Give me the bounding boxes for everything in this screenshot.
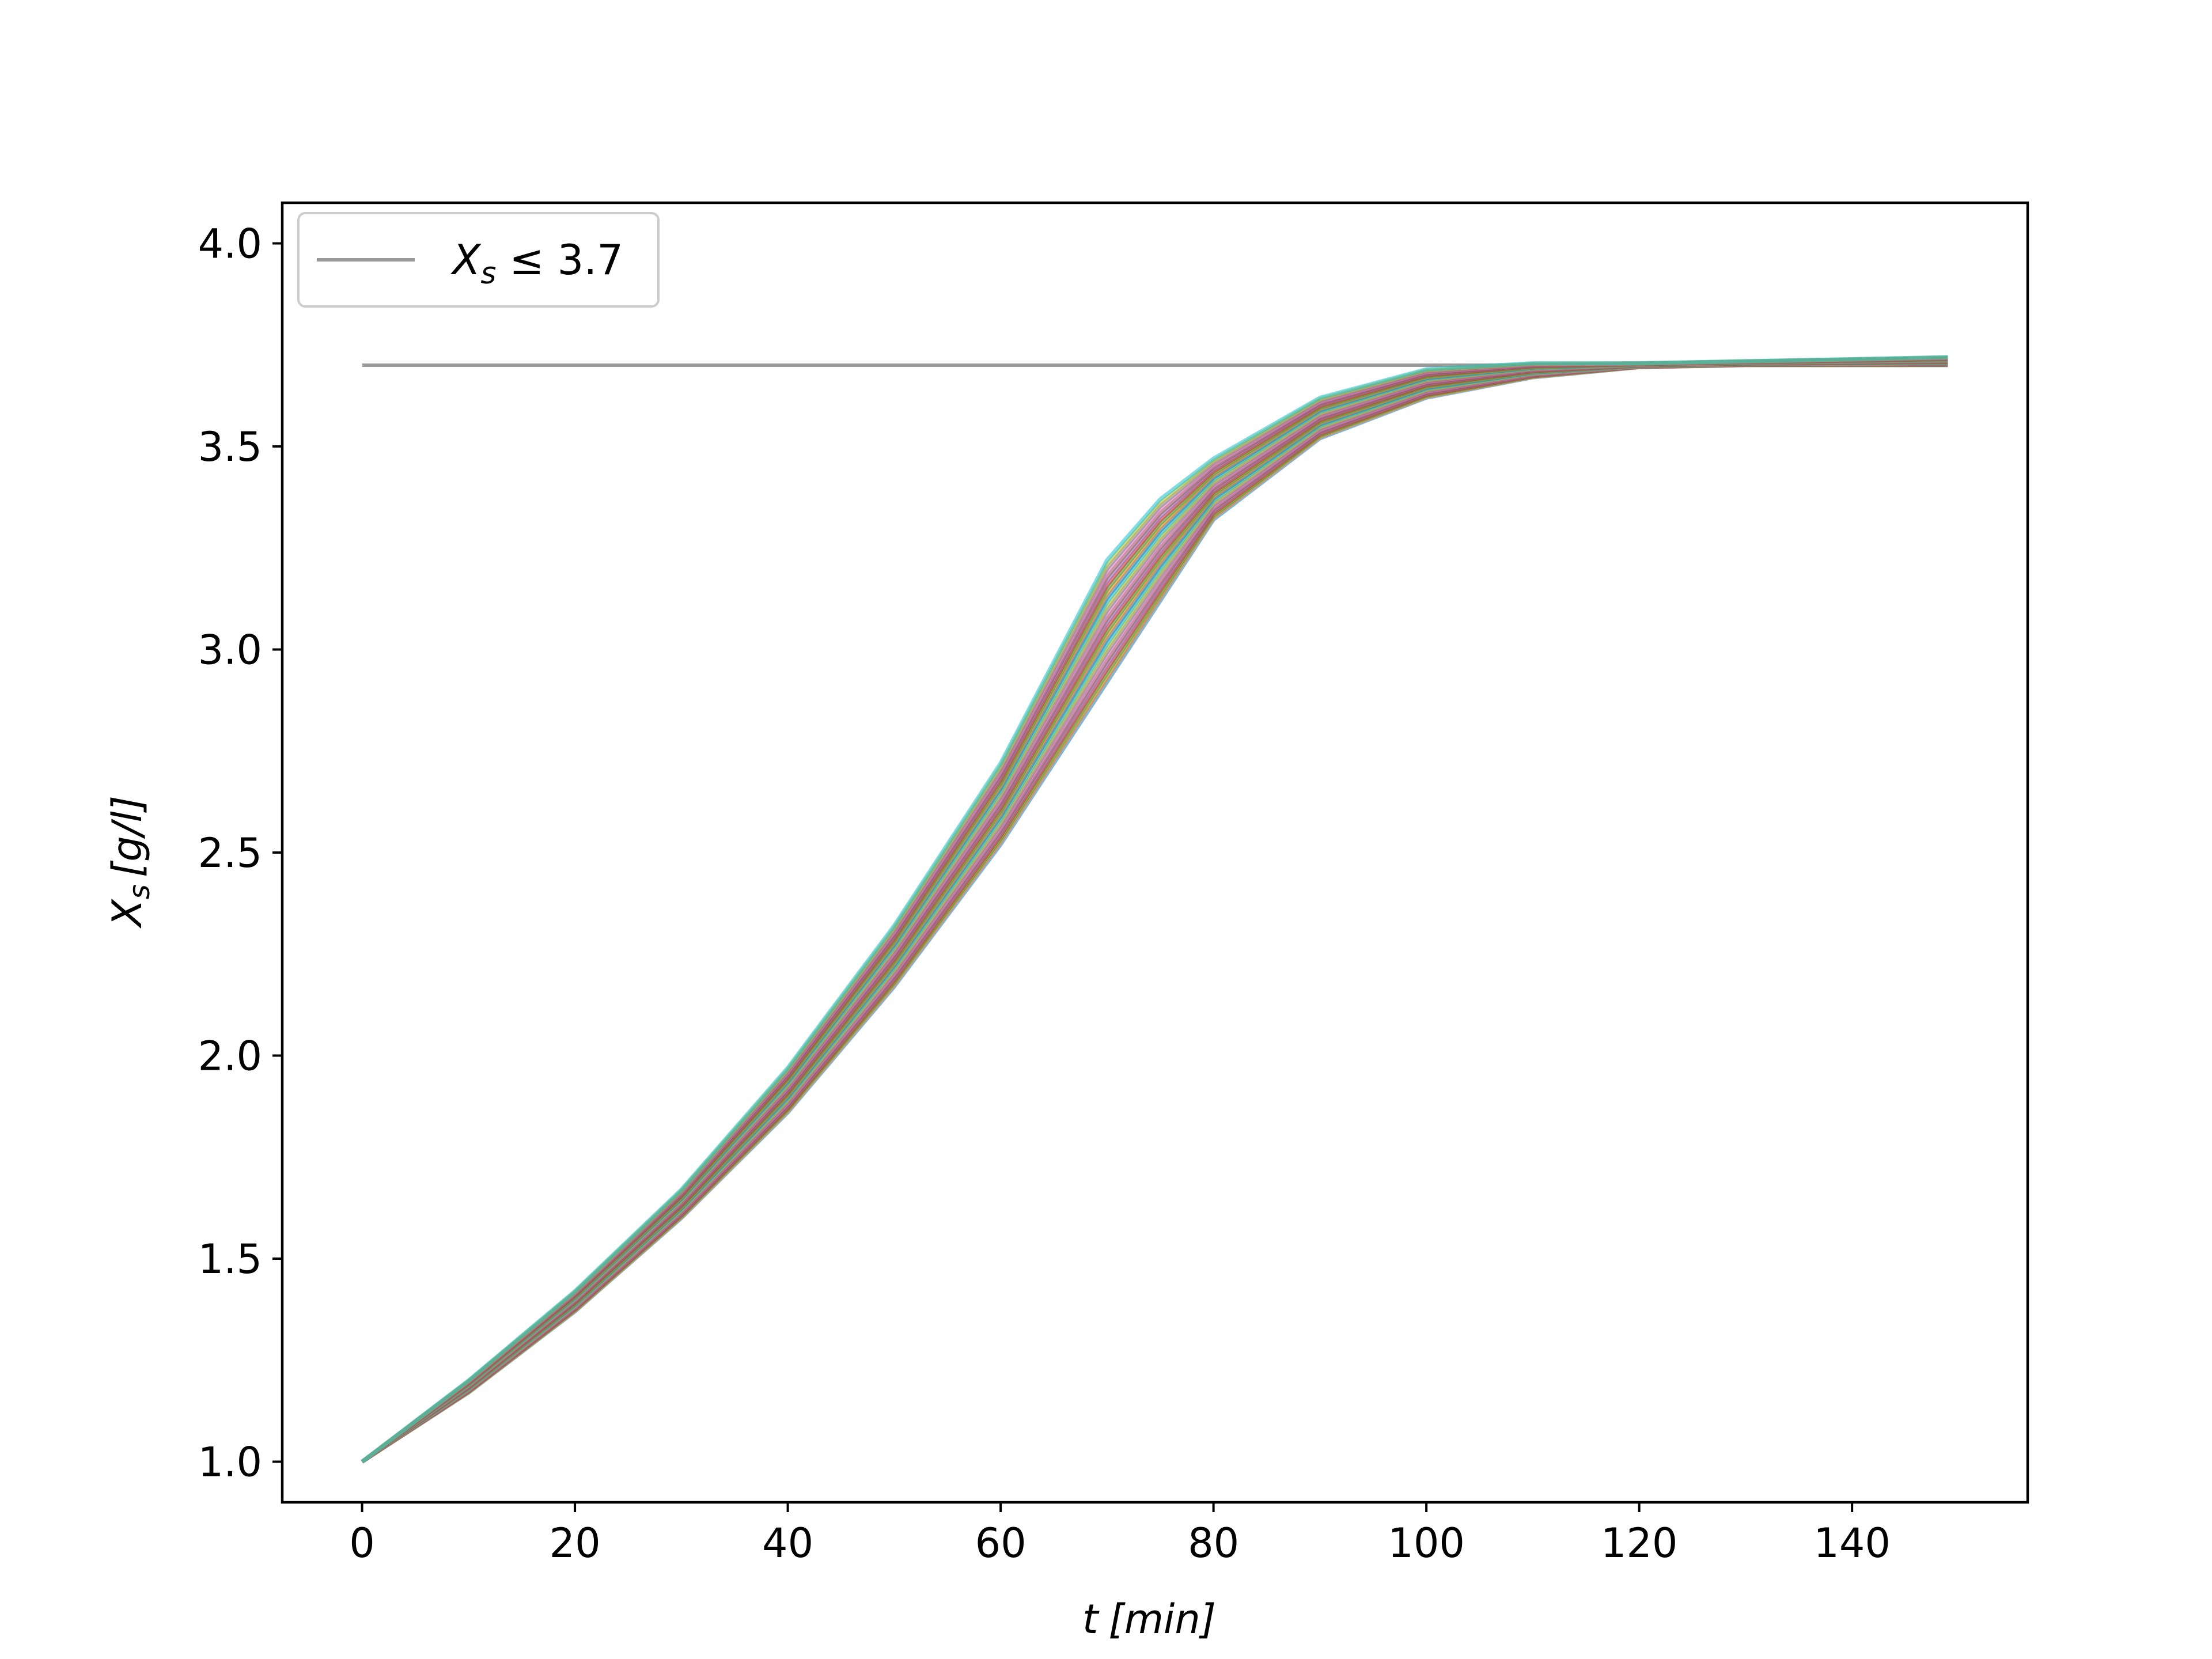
x-tick-label: 0 <box>349 1520 375 1567</box>
x-tick-label: 40 <box>762 1520 813 1567</box>
trajectory-line <box>361 355 1948 1464</box>
y-tick-label: 2.5 <box>198 830 262 877</box>
y-axis-label: Xs[g/l] <box>104 796 156 929</box>
x-tick-label: 80 <box>1188 1520 1239 1567</box>
x-tick-label: 100 <box>1388 1520 1465 1567</box>
y-tick-label: 3.5 <box>198 423 262 471</box>
x-tick-label: 60 <box>975 1520 1027 1567</box>
svg-text:Xs[g/l]: Xs[g/l] <box>104 796 156 929</box>
plot-area <box>361 355 1948 1464</box>
x-axis-label: t [min] <box>1082 1596 1216 1643</box>
y-tick-label: 1.5 <box>198 1236 262 1283</box>
legend-label: Xs ≤ 3.7 <box>450 236 623 291</box>
x-tick-label: 120 <box>1601 1520 1678 1567</box>
legend: Xs ≤ 3.7 <box>297 212 660 308</box>
y-tick-label: 3.0 <box>198 627 262 674</box>
y-axis: 1.0 1.5 2.0 2.5 3.0 3.5 4.0 <box>198 221 282 1486</box>
x-tick-label: 20 <box>550 1520 601 1567</box>
x-axis: 0 20 40 60 80 100 120 140 <box>349 1502 1891 1567</box>
y-tick-label: 1.0 <box>198 1439 262 1486</box>
y-tick-label: 4.0 <box>198 221 262 268</box>
legend-box <box>297 212 660 308</box>
y-tick-label: 2.0 <box>198 1033 262 1080</box>
x-tick-label: 140 <box>1813 1520 1891 1567</box>
